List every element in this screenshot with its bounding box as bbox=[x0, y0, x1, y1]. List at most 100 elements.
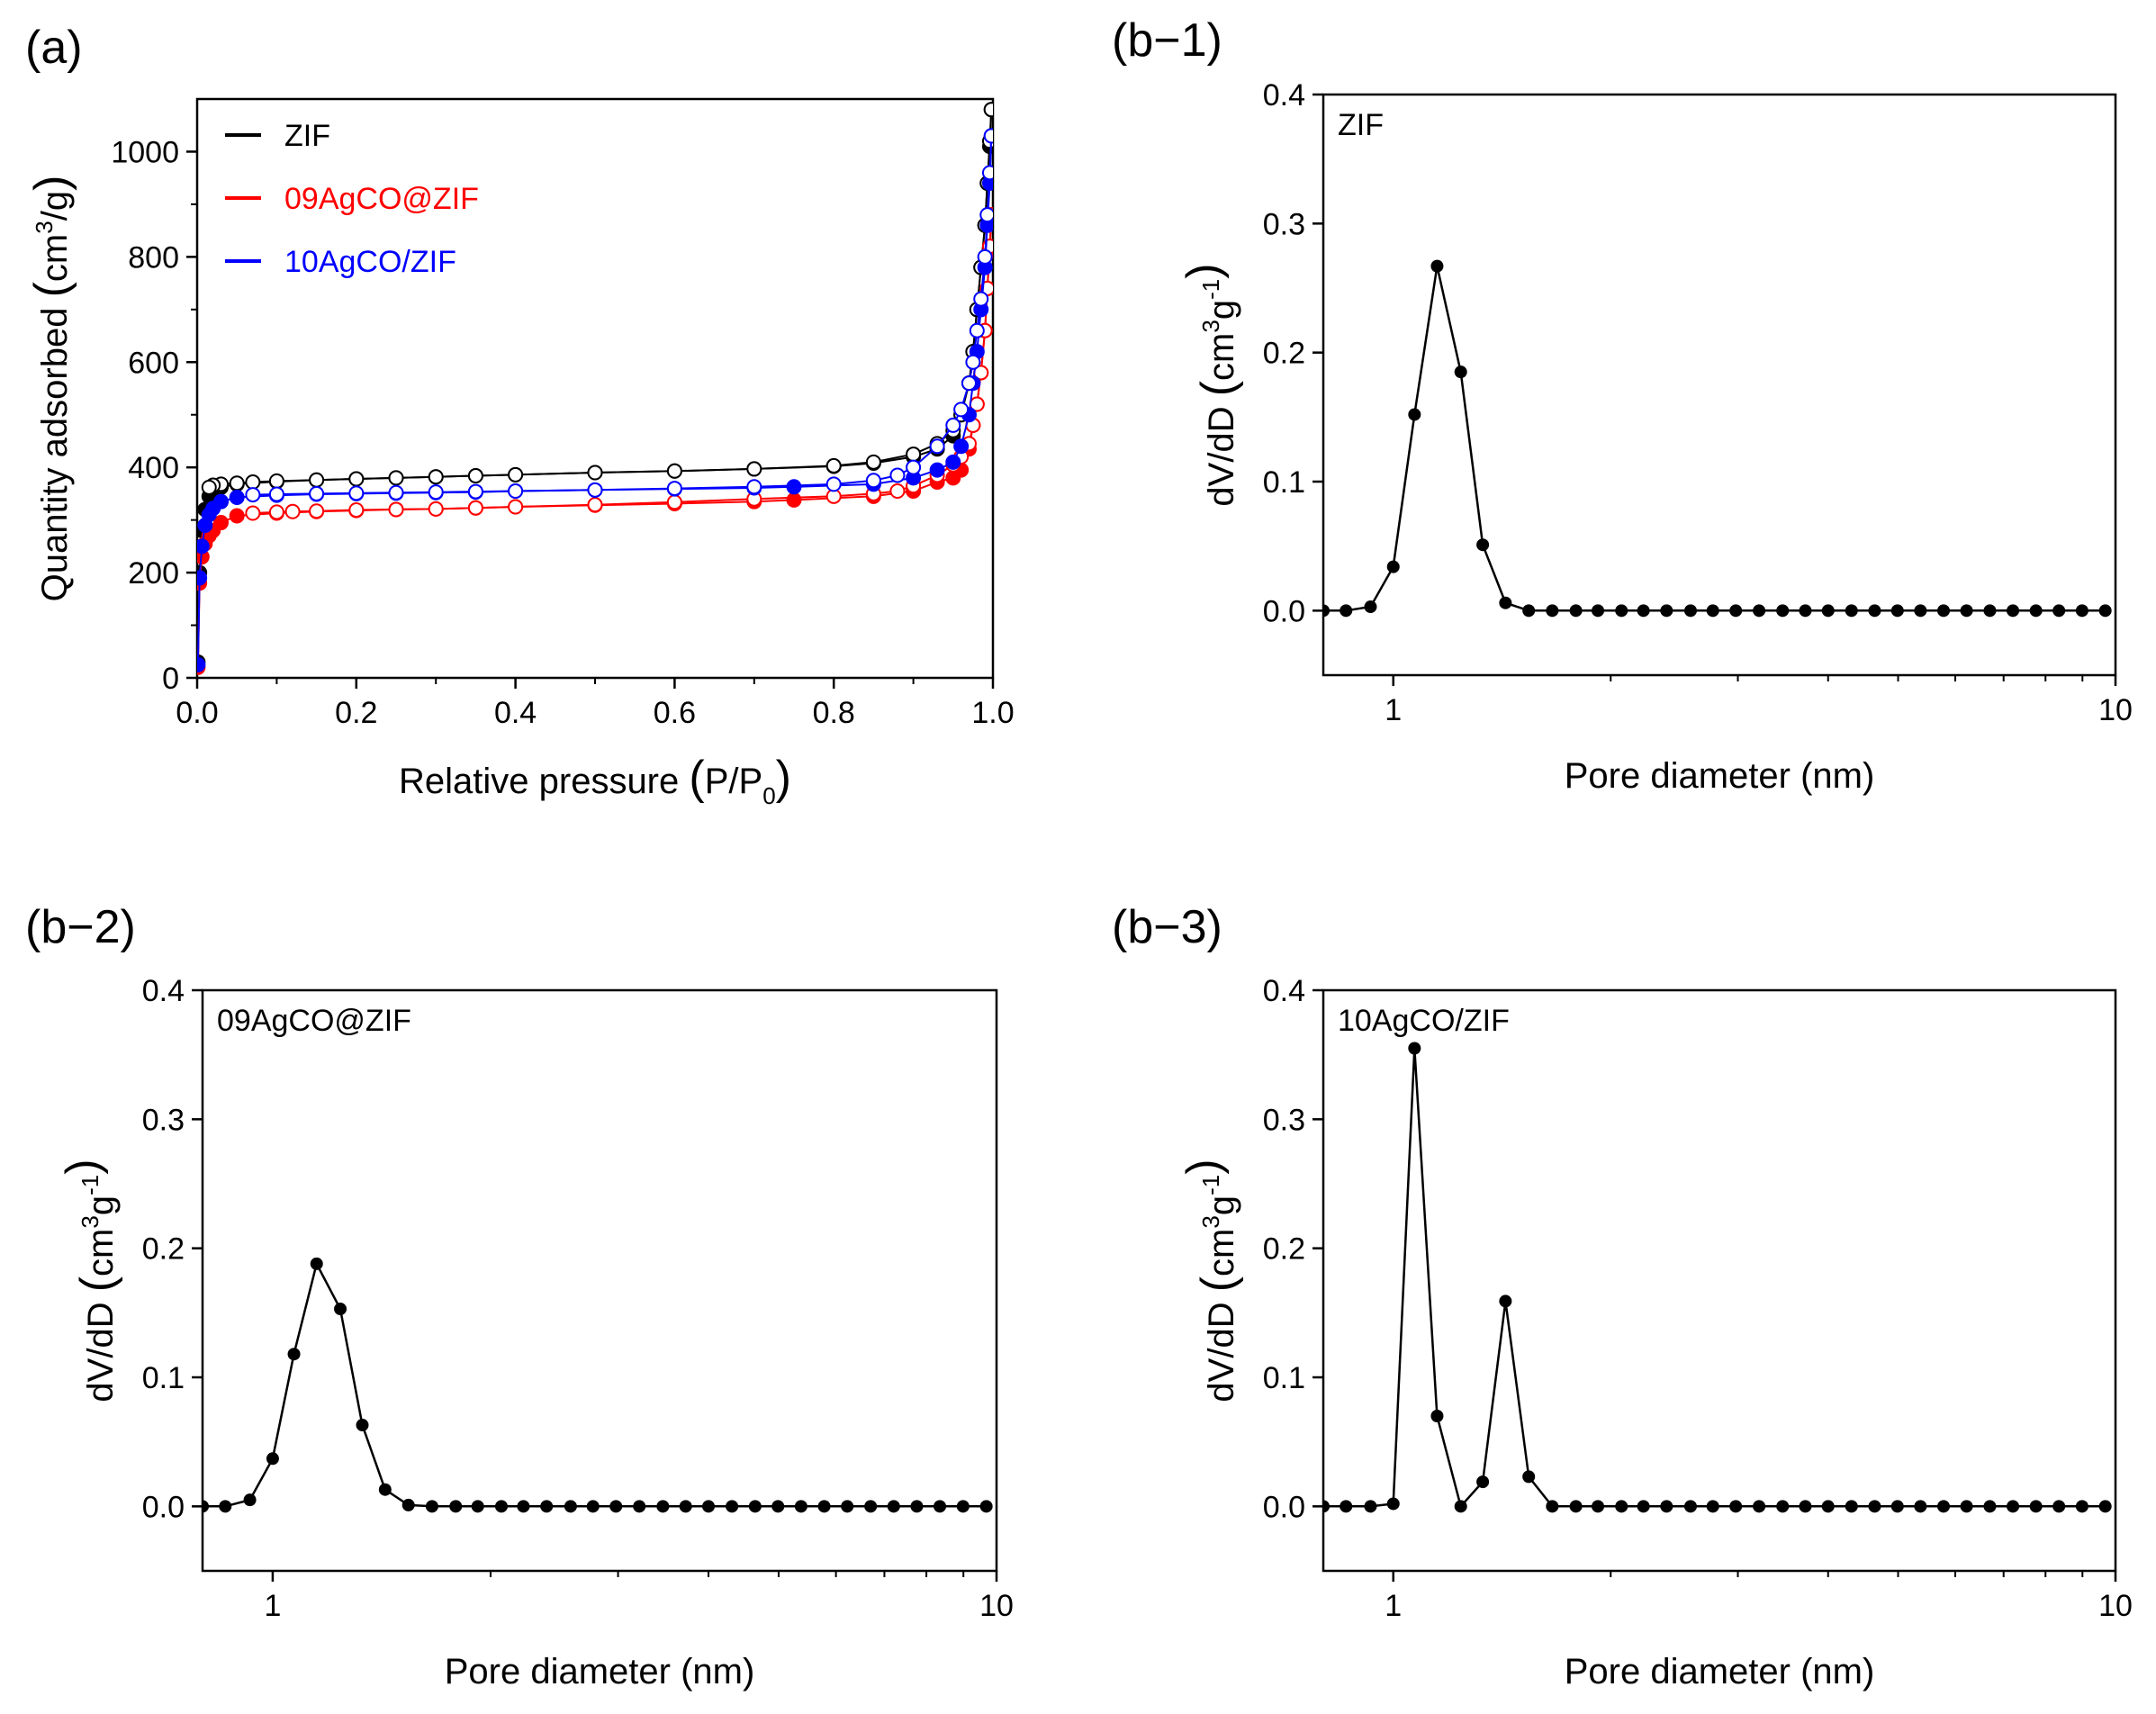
desorption-point bbox=[229, 475, 245, 492]
desorption-point bbox=[467, 500, 483, 516]
data-point bbox=[1364, 600, 1377, 614]
desorption-point bbox=[666, 494, 682, 510]
data-point bbox=[471, 1500, 484, 1513]
data-point bbox=[1408, 1042, 1421, 1055]
inset-label: 09AgCO@ZIF bbox=[217, 1004, 411, 1038]
data-point bbox=[817, 1500, 831, 1513]
desorption-point bbox=[889, 467, 906, 483]
x-tick-label: 10 bbox=[979, 1589, 1014, 1623]
data-point bbox=[656, 1500, 670, 1513]
data-point bbox=[1340, 604, 1353, 618]
legend-label: ZIF bbox=[284, 119, 330, 153]
x-tick-label: 0.2 bbox=[335, 696, 377, 730]
desorption-point bbox=[245, 487, 261, 503]
adsorption-point bbox=[229, 490, 245, 506]
desorption-point bbox=[309, 485, 325, 501]
y-tick-label: 400 bbox=[128, 451, 179, 485]
desorption-point bbox=[865, 454, 881, 470]
y-tick-label: 0.1 bbox=[1263, 465, 1305, 500]
data-point bbox=[1868, 604, 1881, 618]
data-point bbox=[1983, 604, 1997, 618]
data-point bbox=[1522, 604, 1536, 618]
panel-label: (b−2) bbox=[25, 901, 136, 953]
data-point bbox=[2029, 604, 2043, 618]
data-point bbox=[449, 1500, 463, 1513]
legend-label: 09AgCO@ZIF bbox=[284, 182, 479, 216]
data-point bbox=[1937, 1500, 1951, 1513]
x-tick-label: 0.8 bbox=[813, 696, 855, 730]
desorption-point bbox=[348, 502, 365, 519]
data-point bbox=[517, 1500, 530, 1513]
y-tick-label: 0.3 bbox=[142, 1103, 185, 1137]
desorption-point bbox=[965, 354, 981, 370]
y-tick-label: 0.0 bbox=[1263, 1490, 1305, 1524]
data-point bbox=[356, 1419, 369, 1432]
data-point bbox=[1660, 1500, 1673, 1513]
adsorption-point bbox=[197, 538, 210, 555]
adsorption-point bbox=[197, 570, 208, 586]
data-layer bbox=[203, 1257, 993, 1513]
x-tick-label: 1 bbox=[1385, 693, 1402, 727]
data-point bbox=[726, 1500, 739, 1513]
desorption-point bbox=[746, 479, 762, 495]
desorption-point bbox=[467, 468, 483, 484]
data-point bbox=[1364, 1500, 1377, 1513]
adsorption-point bbox=[213, 515, 230, 531]
data-point bbox=[1983, 1500, 1997, 1513]
data-point bbox=[1914, 604, 1927, 618]
legend-label: 10AgCO/ZIF bbox=[284, 245, 456, 279]
data-point bbox=[1592, 604, 1605, 618]
data-point bbox=[1799, 604, 1812, 618]
adsorption-point bbox=[953, 438, 970, 455]
data-point bbox=[1637, 604, 1650, 618]
desorption-point bbox=[508, 466, 524, 483]
data-point bbox=[287, 1348, 301, 1361]
series-line bbox=[1323, 1048, 2106, 1509]
data-point bbox=[1937, 604, 1951, 618]
data-point bbox=[1753, 1500, 1766, 1513]
desorption-point bbox=[977, 248, 993, 265]
data-point bbox=[1821, 1500, 1835, 1513]
data-point bbox=[1615, 1500, 1628, 1513]
y-tick-label: 1000 bbox=[111, 135, 179, 169]
data-point bbox=[2029, 1500, 2043, 1513]
desorption-point bbox=[983, 128, 993, 144]
desorption-point bbox=[348, 485, 365, 501]
data-point bbox=[1569, 604, 1583, 618]
plot-frame bbox=[1322, 93, 2117, 677]
x-axis-title: Relative pressure (P/P0) bbox=[399, 752, 791, 809]
data-point bbox=[1776, 604, 1790, 618]
data-point bbox=[934, 1500, 947, 1513]
desorption-point bbox=[268, 486, 284, 502]
data-point bbox=[1615, 604, 1628, 618]
panel-a: (a) 0 200 400 600 800 1000 0.0 0.2 0.4 0.6 0.8 1.0 Re… bbox=[25, 22, 1015, 809]
data-point bbox=[1868, 1500, 1881, 1513]
desorption-point bbox=[906, 447, 922, 463]
data-point bbox=[1476, 538, 1490, 552]
x-tick-label: 0.0 bbox=[176, 696, 218, 730]
data-point bbox=[494, 1500, 508, 1513]
data-point bbox=[243, 1493, 257, 1507]
data-point bbox=[910, 1500, 924, 1513]
x-tick-label: 0.4 bbox=[494, 696, 537, 730]
data-point bbox=[586, 1500, 600, 1513]
desorption-point bbox=[284, 503, 301, 519]
y-tick-label: 0.2 bbox=[1263, 337, 1305, 371]
data-point bbox=[266, 1452, 279, 1466]
x-tick-label: 0.6 bbox=[654, 696, 696, 730]
data-point bbox=[1546, 604, 1559, 618]
desorption-point bbox=[467, 483, 483, 500]
desorption-point bbox=[666, 463, 682, 479]
series-line bbox=[203, 1260, 987, 1508]
y-axis-title: dV/dD (cm3g-1) bbox=[57, 1159, 123, 1402]
desorption-point bbox=[268, 504, 284, 520]
data-point bbox=[1706, 1500, 1719, 1513]
data-point bbox=[1476, 1475, 1490, 1489]
data-point bbox=[334, 1303, 347, 1316]
data-point bbox=[1776, 1500, 1790, 1513]
desorption-point bbox=[973, 291, 989, 307]
y-tick-label: 0.2 bbox=[142, 1232, 185, 1267]
data-point bbox=[2052, 604, 2066, 618]
y-tick-label: 0.1 bbox=[1263, 1361, 1305, 1395]
